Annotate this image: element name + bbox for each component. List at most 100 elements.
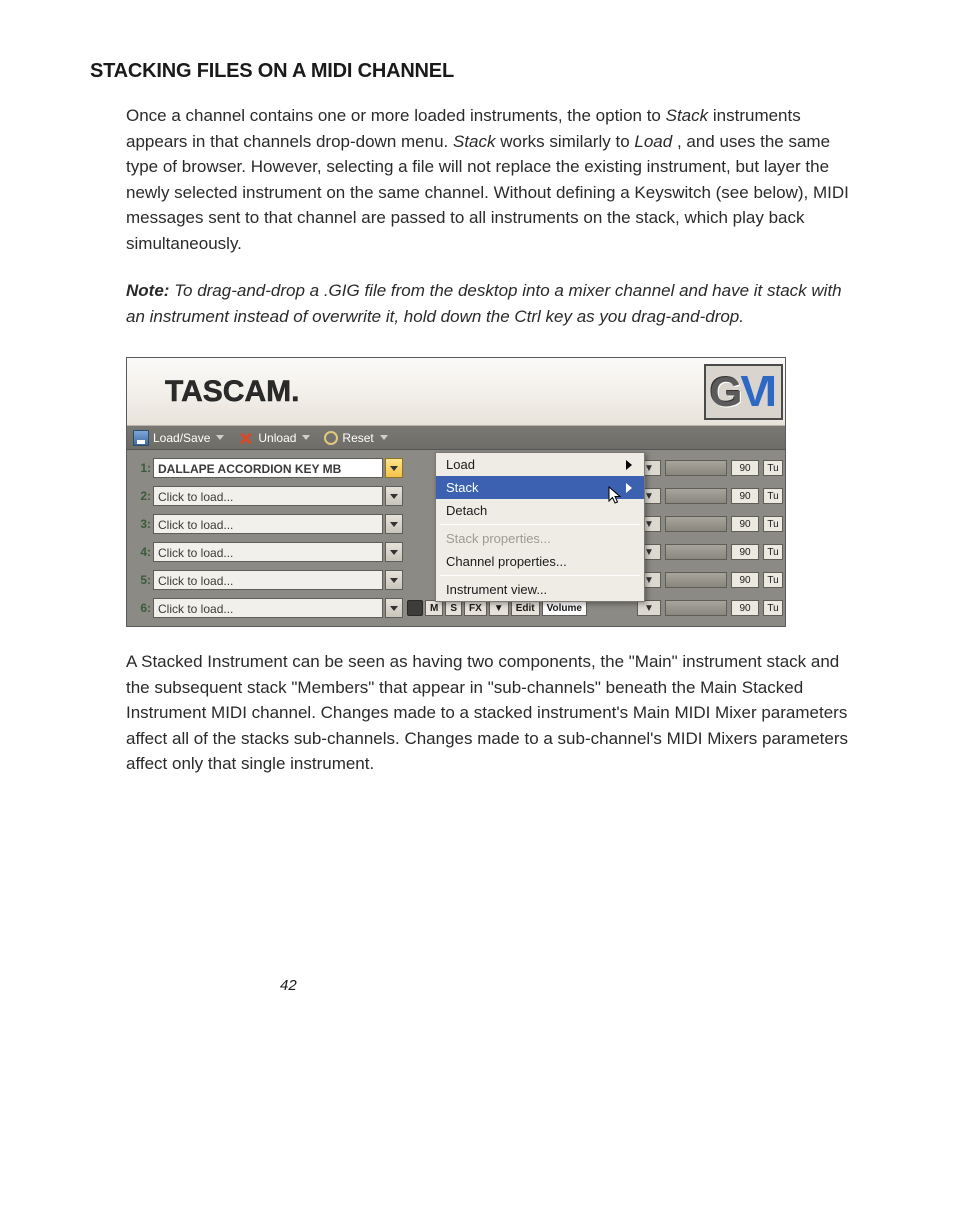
channel-meter-dropdown[interactable]: ▼ — [637, 600, 661, 616]
menu-item-channel-properties[interactable]: Channel properties... — [436, 550, 644, 573]
figure-header: TASCAM. G V I — [127, 358, 785, 426]
channel-dropdown[interactable] — [385, 542, 403, 562]
channel-t[interactable]: Tu — [763, 572, 783, 588]
channel-value: 90 — [731, 544, 759, 560]
reset-menu[interactable]: Reset — [324, 431, 387, 445]
channel-value: 90 — [731, 516, 759, 532]
bottom-strip: M S FX ▼ Edit Volume — [407, 600, 587, 616]
channel-gauge — [665, 572, 727, 588]
submenu-arrow-icon — [626, 483, 632, 493]
channel-value: 90 — [731, 488, 759, 504]
channel-gauge — [665, 460, 727, 476]
channel-number: 2: — [129, 489, 151, 503]
channel-value: 90 — [731, 600, 759, 616]
strip-volume: Volume — [542, 600, 587, 616]
note-paragraph: Note: To drag-and-drop a .GIG file from … — [126, 278, 864, 329]
context-menu: Load Stack Detach Stack properties... Ch… — [435, 452, 645, 602]
channel-field[interactable]: Click to load... — [153, 570, 383, 590]
submenu-arrow-icon — [626, 460, 632, 470]
channel-t[interactable]: Tu — [763, 460, 783, 476]
menu-item-stack-properties: Stack properties... — [436, 527, 644, 550]
load-save-label: Load/Save — [153, 431, 210, 445]
note-label: Note: — [126, 281, 169, 300]
menu-label: Detach — [446, 503, 487, 518]
channel-right: ▼ 90 Tu — [637, 516, 783, 532]
gvi-i: I — [765, 367, 777, 417]
figure-toolbar: Load/Save Unload Reset — [127, 426, 785, 450]
text: Once a channel contains one or more load… — [126, 106, 666, 125]
strip-fx[interactable]: FX — [464, 600, 487, 616]
note-body: To drag-and-drop a .GIG file from the de… — [126, 281, 842, 326]
disk-icon — [133, 430, 149, 446]
channel-field[interactable]: Click to load... — [153, 542, 383, 562]
channel-right: ▼ 90 Tu — [637, 600, 783, 616]
channel-dropdown[interactable] — [385, 486, 403, 506]
reset-label: Reset — [342, 431, 373, 445]
channel-number: 5: — [129, 573, 151, 587]
channel-dropdown[interactable] — [385, 458, 403, 478]
gvi-g: G — [710, 368, 743, 416]
channel-t[interactable]: Tu — [763, 600, 783, 616]
strip-edit[interactable]: Edit — [511, 600, 540, 616]
channel-dropdown[interactable] — [385, 598, 403, 618]
closing-paragraph: A Stacked Instrument can be seen as havi… — [126, 649, 864, 777]
chevron-down-icon — [390, 550, 398, 555]
channel-right: ▼ 90 Tu — [637, 488, 783, 504]
menu-separator — [440, 575, 640, 576]
chevron-down-icon — [380, 435, 388, 440]
chevron-down-icon — [390, 522, 398, 527]
channel-gauge — [665, 516, 727, 532]
screenshot-figure: TASCAM. G V I Load/Save Unload Reset 1: … — [126, 357, 786, 627]
channel-number: 6: — [129, 601, 151, 615]
unload-label: Unload — [258, 431, 296, 445]
tascam-logo: TASCAM. — [165, 375, 299, 409]
channel-dropdown[interactable] — [385, 514, 403, 534]
page-number: 42 — [280, 977, 864, 994]
channel-gauge — [665, 600, 727, 616]
channel-t[interactable]: Tu — [763, 544, 783, 560]
page-heading: STACKING FILES ON A MIDI CHANNEL — [90, 60, 864, 83]
reset-icon — [324, 431, 338, 445]
menu-label: Stack — [446, 480, 479, 495]
channel-dropdown[interactable] — [385, 570, 403, 590]
strip-toggle[interactable] — [407, 600, 423, 616]
channel-right: ▼ 90 Tu — [637, 460, 783, 476]
em-stack: Stack — [666, 106, 709, 125]
chevron-down-icon — [216, 435, 224, 440]
x-icon — [238, 430, 254, 446]
em-load: Load — [634, 132, 672, 151]
strip-fx-dd[interactable]: ▼ — [489, 600, 509, 616]
menu-item-load[interactable]: Load — [436, 453, 644, 476]
channel-field[interactable]: Click to load... — [153, 514, 383, 534]
channel-field[interactable]: Click to load... — [153, 598, 383, 618]
channel-value: 90 — [731, 572, 759, 588]
menu-label: Channel properties... — [446, 554, 567, 569]
channel-right: ▼ 90 Tu — [637, 544, 783, 560]
channel-right: ▼ 90 Tu — [637, 572, 783, 588]
chevron-down-icon — [390, 494, 398, 499]
load-save-menu[interactable]: Load/Save — [133, 430, 224, 446]
channel-gauge — [665, 488, 727, 504]
menu-separator — [440, 524, 640, 525]
channel-t[interactable]: Tu — [763, 516, 783, 532]
chevron-down-icon — [390, 606, 398, 611]
channel-value: 90 — [731, 460, 759, 476]
intro-paragraph: Once a channel contains one or more load… — [126, 103, 864, 256]
strip-m[interactable]: M — [425, 600, 443, 616]
cursor-icon — [608, 486, 624, 506]
strip-s[interactable]: S — [445, 600, 462, 616]
gvi-v: V — [740, 367, 766, 417]
channel-field[interactable]: Click to load... — [153, 486, 383, 506]
gvi-logo: G V I — [704, 364, 783, 420]
channel-list: 1: DALLAPE ACCORDION KEY MB ▼ 90 Tu 2: C… — [127, 450, 785, 626]
menu-label: Instrument view... — [446, 582, 547, 597]
channel-number: 3: — [129, 517, 151, 531]
menu-item-instrument-view[interactable]: Instrument view... — [436, 578, 644, 601]
chevron-down-icon — [390, 466, 398, 471]
menu-label: Load — [446, 457, 475, 472]
channel-t[interactable]: Tu — [763, 488, 783, 504]
channel-field[interactable]: DALLAPE ACCORDION KEY MB — [153, 458, 383, 478]
menu-label: Stack properties... — [446, 531, 551, 546]
unload-menu[interactable]: Unload — [238, 430, 310, 446]
chevron-down-icon — [390, 578, 398, 583]
